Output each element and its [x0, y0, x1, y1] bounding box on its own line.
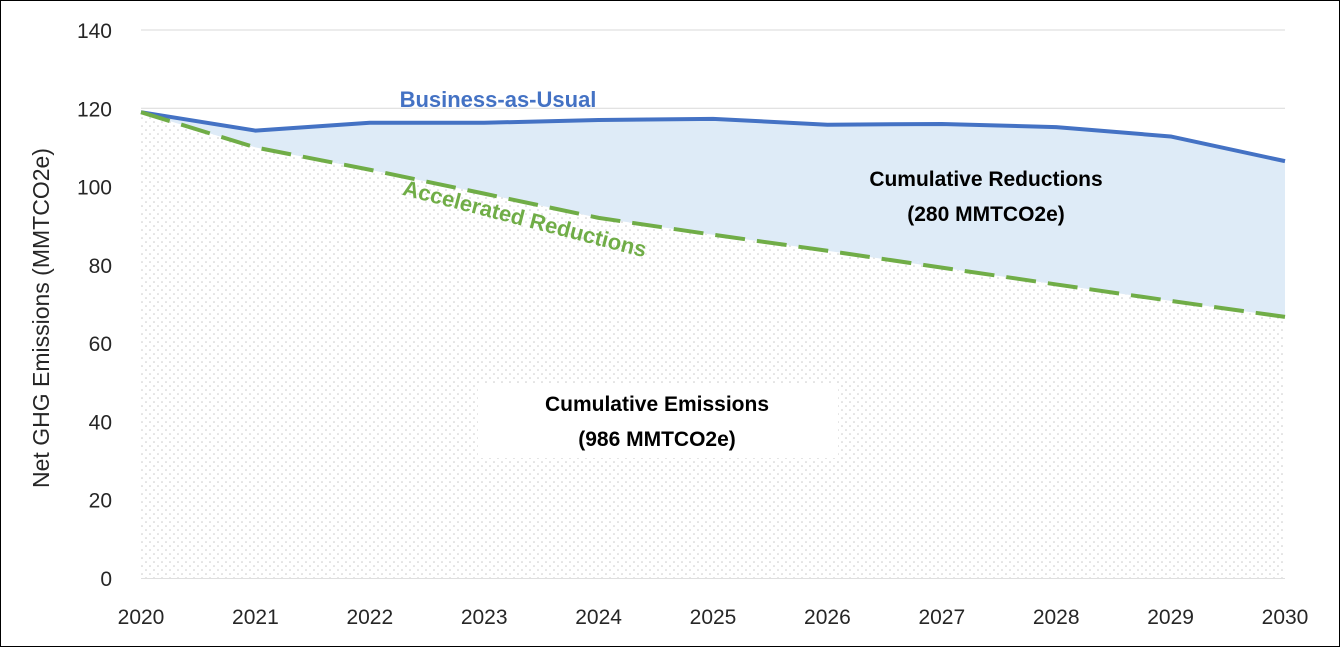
series-lines — [140, 110, 1286, 319]
y-tick-label: 80 — [89, 255, 112, 278]
x-tick-label: 2027 — [918, 606, 965, 629]
y-tick-label: 60 — [89, 333, 112, 356]
y-tick-label: 120 — [77, 98, 112, 121]
x-tick-label: 2022 — [346, 606, 393, 629]
y-axis-title: Net GHG Emissions (MMTCO2e) — [28, 148, 54, 488]
annotation-reductions-line2: (280 MMTCO2e) — [907, 203, 1065, 226]
y-tick-label: 40 — [89, 411, 112, 434]
series-line-accelerated-reductions — [140, 110, 1286, 319]
y-tick-labels: 0 20 40 60 80 100 120 140 — [77, 20, 112, 591]
annotation-emissions-line1: Cumulative Emissions — [545, 393, 769, 416]
cumulative-emissions-area — [141, 112, 1285, 578]
y-tick-label: 0 — [100, 568, 112, 591]
annotation-reductions-line1: Cumulative Reductions — [869, 168, 1102, 191]
emissions-annotation-bg — [478, 384, 838, 458]
series-line-business-as-usual — [140, 110, 1286, 164]
x-tick-labels: 2020 2021 2022 2023 2024 2025 2026 2027 2028 2029… — [118, 606, 1309, 629]
x-tick-label: 2020 — [118, 606, 165, 629]
y-tick-label: 100 — [77, 177, 112, 200]
x-tick-label: 2029 — [1147, 606, 1194, 629]
series-label-business-as-usual: Business-as-Usual — [400, 87, 597, 112]
x-tick-label: 2023 — [461, 606, 508, 629]
cumulative-reductions-area — [141, 112, 1285, 317]
annotation-emissions-line2: (986 MMTCO2e) — [578, 428, 736, 451]
x-tick-label: 2028 — [1033, 606, 1080, 629]
x-tick-label: 2026 — [804, 606, 851, 629]
area-fills — [141, 112, 1285, 578]
y-tick-label: 20 — [89, 490, 112, 513]
x-tick-label: 2025 — [690, 606, 737, 629]
x-tick-label: 2024 — [575, 606, 622, 629]
y-tick-label: 140 — [77, 20, 112, 43]
x-tick-label: 2030 — [1262, 606, 1309, 629]
x-tick-label: 2021 — [232, 606, 279, 629]
